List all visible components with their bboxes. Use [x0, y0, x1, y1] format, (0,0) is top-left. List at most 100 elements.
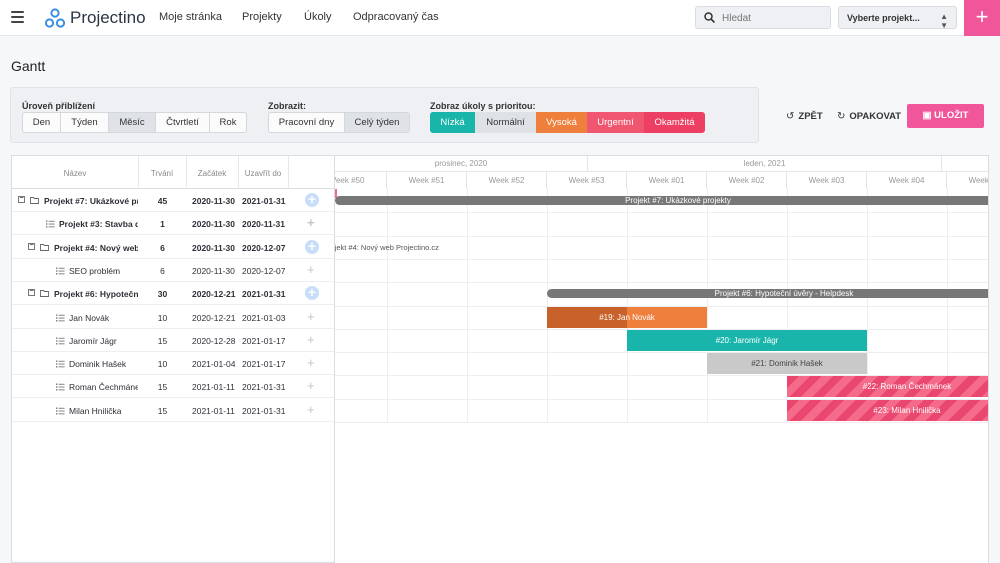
- priority-immediate[interactable]: Okamžitá: [644, 112, 705, 133]
- row-name: Jaromír Jágr: [69, 335, 117, 346]
- task-bar[interactable]: #23: Milan Hnilička: [787, 399, 988, 421]
- menu-icon[interactable]: [11, 11, 24, 23]
- collapse-toggle-icon[interactable]: −: [18, 195, 25, 203]
- project-select-value: Vyberte projekt...: [847, 13, 920, 23]
- row-duration: 15: [157, 382, 168, 393]
- table-row[interactable]: − Projekt #6: Hypoteční úvěry 30 2020-12-21…: [12, 282, 334, 306]
- display-full-week[interactable]: Celý týden: [345, 113, 409, 132]
- brand-name[interactable]: Projectino: [70, 8, 146, 27]
- priority-low[interactable]: Nízká: [430, 112, 475, 133]
- table-row[interactable]: Dominik Hašek 10 2021-01-04 2021-01-17 +: [12, 352, 334, 376]
- priority-normal[interactable]: Normální: [475, 112, 536, 133]
- save-icon: ▣: [922, 110, 935, 121]
- priority-high[interactable]: Vysoká: [536, 112, 587, 133]
- project-select[interactable]: Vyberte projekt... ▲ ▼: [838, 6, 957, 30]
- row-name: Jan Novák: [69, 312, 110, 323]
- row-duration: 15: [157, 405, 168, 416]
- undo-button[interactable]: ↺ ZPĚT: [786, 111, 823, 122]
- zoom-week[interactable]: Týden: [61, 113, 109, 132]
- grid-line: [335, 305, 988, 307]
- collapse-toggle-icon[interactable]: −: [28, 241, 35, 250]
- add-task-icon[interactable]: +: [305, 192, 319, 207]
- project-bar[interactable]: Projekt #7: Ukázkové projekty: [335, 196, 988, 205]
- zoom-day[interactable]: Den: [23, 113, 61, 132]
- task-bar[interactable]: #19: Jan Novák: [547, 306, 707, 328]
- task-list-icon: [56, 360, 65, 370]
- add-button[interactable]: +: [964, 0, 1000, 36]
- grid-line: [335, 235, 988, 237]
- col-divider: [238, 156, 239, 189]
- row-name: Milan Hnilička: [69, 405, 122, 416]
- table-row[interactable]: − Projekt #7: Ukázkové projekty 45 2020-11-…: [12, 189, 334, 212]
- row-name: Projekt #4: Nový web: [54, 242, 138, 253]
- add-task-icon[interactable]: +: [307, 331, 315, 347]
- table-row[interactable]: Roman Čechmánek 15 2021-01-11 2021-01-31 +: [12, 375, 334, 399]
- table-row[interactable]: Jaromír Jágr 15 2020-12-28 2021-01-17 +: [12, 329, 334, 352]
- zoom-month[interactable]: Měsíc: [109, 113, 156, 132]
- task-bar[interactable]: #21: Dominik Hašek: [707, 353, 867, 375]
- undo-icon: ↺: [786, 111, 795, 122]
- add-task-icon[interactable]: +: [305, 285, 319, 301]
- zoom-quarter[interactable]: Čtvrtletí: [156, 113, 210, 132]
- row-name: Projekt #7: Ukázkové projekty: [44, 196, 138, 206]
- col-start[interactable]: Začátek: [197, 169, 227, 178]
- grid-line: [335, 328, 988, 330]
- week-header: Week #03: [787, 172, 867, 189]
- project-bar[interactable]: Projekt #6: Hypoteční úvěry - Helpdesk: [547, 289, 988, 299]
- nav-tasks[interactable]: Úkoly: [304, 11, 332, 23]
- row-end: 2020-12-07: [242, 265, 286, 276]
- redo-label: OPAKOVAT: [849, 111, 902, 122]
- row-end: 2020-11-31: [242, 219, 286, 230]
- col-duration[interactable]: Trvání: [150, 169, 174, 178]
- add-task-icon[interactable]: +: [307, 401, 315, 417]
- search-icon: [704, 12, 715, 23]
- display-workdays[interactable]: Pracovní dny: [269, 113, 345, 132]
- display-label: Zobrazit:: [268, 101, 306, 111]
- add-task-icon[interactable]: +: [307, 215, 315, 231]
- task-grid: Název Trvání Začátek Uzavřít do − Projekt…: [11, 155, 335, 563]
- week-header: Week #52: [467, 172, 547, 189]
- grid-header: Název Trvání Začátek Uzavřít do: [12, 156, 334, 189]
- nav-time[interactable]: Odpracovaný čas: [353, 11, 439, 23]
- zoom-year[interactable]: Rok: [219, 117, 237, 128]
- task-list-icon: [56, 383, 65, 393]
- add-task-icon[interactable]: +: [307, 261, 315, 277]
- search-input[interactable]: [722, 10, 822, 26]
- task-list-icon: [56, 314, 65, 324]
- row-start: 2020-12-28: [192, 335, 236, 346]
- priority-urgent[interactable]: Urgentní: [587, 112, 644, 133]
- add-task-icon[interactable]: +: [307, 355, 315, 371]
- task-bar[interactable]: #20: Jaromír Jágr: [627, 329, 867, 351]
- row-name: Dominik Hašek: [69, 359, 127, 370]
- folder-icon: [40, 289, 49, 299]
- grid-line: [335, 422, 988, 423]
- row-duration: 10: [157, 312, 168, 323]
- grid-line: [335, 258, 988, 260]
- table-row[interactable]: − Projekt #4: Nový web 6 2020-11-30 2020-12-…: [12, 236, 334, 259]
- row-start: 2020-11-30: [192, 219, 236, 230]
- save-button[interactable]: ▣ ULOŽIT: [907, 104, 984, 128]
- col-name[interactable]: Název: [63, 169, 87, 178]
- table-row[interactable]: Projekt #3: Stavba domu 1 2020-11-30 2020-1…: [12, 212, 334, 236]
- table-row[interactable]: Milan Hnilička 15 2021-01-11 2021-01-31 +: [12, 399, 334, 422]
- nav-projects[interactable]: Projekty: [242, 11, 282, 23]
- task-list-icon: [56, 407, 65, 417]
- save-label: ULOŽIT: [934, 110, 969, 121]
- redo-button[interactable]: ↻ OPAKOVAT: [837, 111, 901, 122]
- table-row[interactable]: Jan Novák 10 2020-12-21 2021-01-03 +: [12, 306, 334, 329]
- week-header: Week #53: [547, 172, 627, 189]
- col-end[interactable]: Uzavřít do: [244, 169, 282, 178]
- search-box: [695, 6, 831, 29]
- row-end: 2021-01-31: [242, 196, 286, 206]
- row-name: Projekt #6: Hypoteční úvěry: [54, 289, 138, 300]
- row-start: 2020-11-30: [192, 265, 235, 276]
- collapse-toggle-icon[interactable]: −: [28, 288, 35, 297]
- table-row[interactable]: SEO problém 6 2020-11-30 2020-12-07 +: [12, 259, 334, 282]
- grid-line: [335, 282, 988, 284]
- add-task-icon[interactable]: +: [305, 239, 319, 254]
- add-task-icon[interactable]: +: [307, 308, 315, 324]
- add-task-icon[interactable]: +: [307, 378, 315, 394]
- row-start: 2020-11-30: [192, 196, 236, 206]
- nav-my-page[interactable]: Moje stránka: [159, 11, 222, 23]
- task-bar[interactable]: #22: Roman Čechmánek: [787, 376, 988, 398]
